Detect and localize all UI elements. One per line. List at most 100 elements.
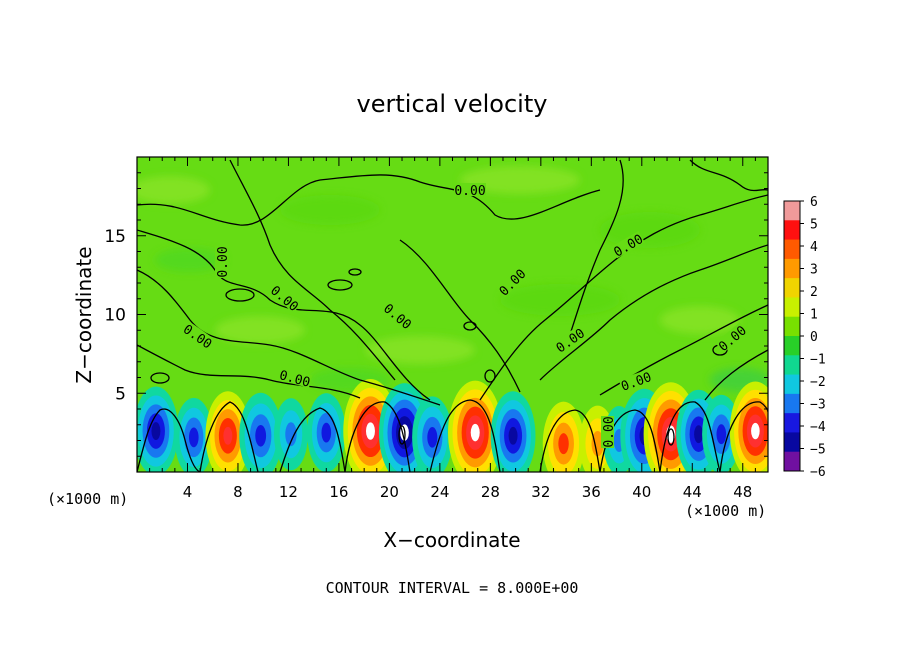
colorbar-segment: [784, 432, 800, 453]
velocity-cell: [205, 391, 251, 472]
velocity-cell-level: [508, 426, 518, 445]
contour-line: [539, 244, 768, 381]
contour-loop: [150, 372, 170, 384]
colorbar-segment: [784, 239, 800, 260]
colorbar-segment: [784, 201, 800, 221]
contour-line: [399, 239, 521, 393]
x-tick-label: 16: [329, 483, 348, 501]
colorbar-tick-label: −2: [810, 375, 826, 390]
velocity-cell-level: [151, 422, 161, 440]
velocity-cell-level: [188, 427, 199, 448]
velocity-cell: [137, 386, 179, 472]
colorbar-tick-label: 0: [810, 330, 818, 345]
velocity-cell-level: [223, 426, 233, 445]
x-unit-label-left: (×1000 m): [47, 490, 128, 508]
contour-label: 0.00: [216, 246, 231, 277]
contour-loop: [463, 321, 477, 331]
chart-title: vertical velocity: [357, 90, 548, 118]
contour-loop: [348, 268, 362, 276]
x-axis-ticks: 4 8 12 16 20 24 28 32 36 40 44 48: [136, 157, 769, 501]
contour-line: [689, 159, 768, 192]
x-tick-label: 36: [582, 483, 601, 501]
velocity-cell-level: [751, 422, 760, 440]
contour-label-bg: [181, 321, 216, 351]
texture-blob: [500, 284, 620, 316]
x-unit-label-right: (×1000 m): [685, 502, 766, 520]
contour-line: [137, 408, 201, 472]
contour-interval-note: CONTOUR INTERVAL = 8.000E+00: [326, 579, 579, 597]
velocity-cell-level: [470, 423, 480, 442]
contour-line: [137, 269, 441, 406]
colorbar: 6 5 4 3 2 1 0 −1 −2 −3 −4 −5 −6: [783, 195, 826, 480]
colorbar-segment: [784, 413, 800, 433]
contour-label-bg: [268, 282, 302, 313]
x-tick-label: 8: [233, 483, 243, 501]
contour-label-bg: [454, 183, 486, 196]
colorbar-tick-label: −4: [810, 420, 826, 435]
contour-line: [659, 401, 721, 472]
colorbar-segment: [784, 258, 800, 279]
contour-line: [137, 344, 361, 399]
velocity-cell: [307, 393, 346, 472]
contour-line: [479, 194, 768, 401]
colorbar-tick-label: −5: [810, 443, 826, 458]
x-tick-label: 12: [279, 483, 298, 501]
contour-loop: [667, 428, 675, 446]
contour-loop: [484, 369, 496, 383]
velocity-cell-level: [285, 422, 297, 447]
velocity-cells: [137, 379, 768, 472]
colorbar-segment: [784, 393, 800, 414]
velocity-cell-level: [558, 433, 569, 455]
velocity-cell: [702, 394, 741, 472]
contour-loop: [327, 279, 353, 291]
y-tick-label: 10: [104, 306, 126, 326]
colorbar-segment: [784, 336, 800, 356]
x-tick-label: 44: [683, 483, 702, 501]
texture-blob: [280, 195, 380, 225]
colorbar-tick-label: 1: [810, 308, 818, 323]
texture-blob: [137, 176, 210, 204]
velocity-cell: [729, 381, 768, 472]
colorbar-segment: [784, 374, 800, 395]
background-texture: [137, 166, 768, 392]
x-tick-label: 48: [733, 483, 752, 501]
contour-line: [429, 399, 501, 472]
contour-label-bg: [381, 300, 415, 331]
colorbar-tick-label: 5: [810, 218, 818, 233]
contour-label-bg: [215, 246, 228, 278]
contour-loop: [398, 425, 406, 445]
velocity-cell-level: [591, 430, 604, 457]
colorbar-tick-label: −6: [810, 465, 826, 480]
x-axis-label: X−coordinate: [383, 528, 520, 552]
contour-line: [137, 229, 431, 401]
velocity-cell-level: [255, 424, 267, 447]
colorbar-tick-label: 4: [810, 240, 818, 255]
colorbar-tick-label: −1: [810, 353, 826, 368]
contour-label: 0.00: [454, 184, 485, 199]
contour-line: [199, 401, 259, 472]
contour-label-bg: [610, 230, 645, 259]
texture-blob: [215, 316, 305, 344]
colorbar-segment: [784, 355, 800, 376]
velocity-cell: [448, 380, 503, 472]
contour-line: [704, 349, 768, 401]
velocity-cell: [273, 398, 308, 471]
contour-label-bg: [601, 416, 614, 448]
contour-label-bg: [715, 322, 749, 353]
velocity-cell-level: [694, 425, 704, 444]
velocity-cell-level: [365, 422, 375, 440]
y-axis-ticks: 5 10 15: [104, 172, 768, 473]
colorbar-segment: [784, 220, 800, 241]
contour-label-bg: [495, 265, 528, 298]
contour-label: 0.00: [602, 416, 617, 447]
contour-line: [229, 159, 396, 381]
colorbar-segment: [784, 297, 800, 318]
texture-blob: [460, 166, 580, 194]
velocity-cell: [490, 391, 536, 472]
colorbar-tick-label: 2: [810, 285, 818, 300]
velocity-cell-level: [716, 424, 727, 445]
colorbar-segment: [784, 278, 800, 298]
velocity-cell: [542, 401, 585, 472]
x-tick-label: 4: [183, 483, 193, 501]
